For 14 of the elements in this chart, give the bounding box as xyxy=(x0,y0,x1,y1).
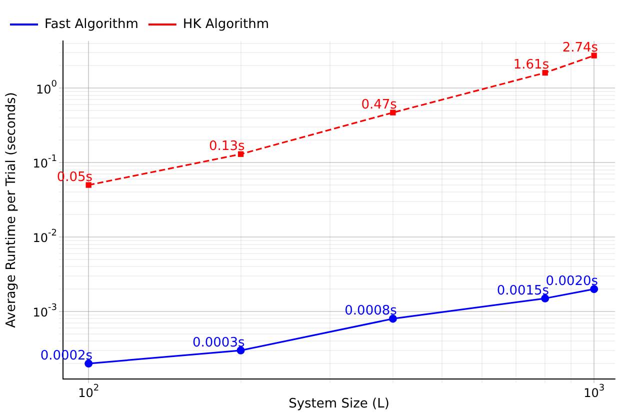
point xyxy=(542,70,548,76)
point xyxy=(388,314,397,323)
data-label: 0.47s xyxy=(361,97,398,112)
data-label: 2.74s xyxy=(562,40,598,56)
data-label: 0.0003s xyxy=(192,335,245,350)
data-label: 0.0008s xyxy=(344,304,398,319)
point xyxy=(390,110,396,116)
x-axis-title: System Size (L) xyxy=(288,396,390,412)
legend-label: HK Algorithm xyxy=(182,16,270,32)
y-axis-title: Average Runtime per Trial (seconds) xyxy=(4,92,20,328)
data-label: 1.61s xyxy=(513,58,550,73)
point xyxy=(238,151,244,157)
data-label: 0.13s xyxy=(209,139,245,154)
legend-label: Fast Algorithm xyxy=(44,16,138,32)
